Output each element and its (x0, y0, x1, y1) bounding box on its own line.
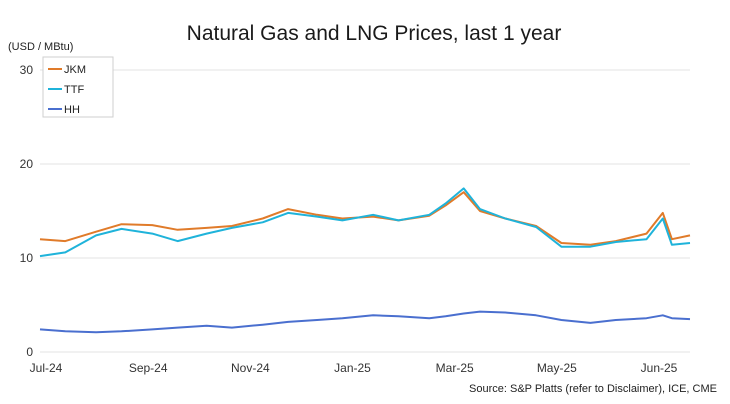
y-tick-label: 30 (20, 63, 34, 77)
y-tick-label: 20 (20, 157, 34, 171)
series-lines (39, 187, 691, 334)
series-line-ttf (39, 187, 691, 258)
y-tick-label: 10 (20, 251, 34, 265)
x-tick-label: Jun-25 (641, 361, 678, 375)
source-note: Source: S&P Platts (refer to Disclaimer)… (469, 383, 717, 395)
y-tick-label: 0 (26, 345, 33, 359)
gridlines (40, 69, 690, 353)
x-tick-label: Nov-24 (231, 361, 270, 375)
x-tick-label: Jul-24 (30, 361, 63, 375)
x-tick-label: Mar-25 (436, 361, 474, 375)
legend: JKM TTF HH (42, 56, 114, 118)
chart-title: Natural Gas and LNG Prices, last 1 year (187, 22, 562, 45)
series-line-hh (39, 310, 691, 334)
legend-label-ttf: TTF (64, 84, 84, 96)
legend-box (42, 56, 114, 118)
legend-label-hh: HH (64, 104, 80, 116)
x-tick-label: Jan-25 (334, 361, 371, 375)
x-tick-labels: Jul-24 Sep-24 Nov-24 Jan-25 Mar-25 May-25 Jun-… (30, 361, 678, 375)
x-tick-label: Sep-24 (129, 361, 168, 375)
y-tick-labels: 0 10 20 30 (20, 63, 34, 359)
y-axis-label: (USD / MBtu) (8, 41, 73, 53)
series-line-jkm (39, 191, 691, 246)
x-tick-label: May-25 (537, 361, 577, 375)
legend-label-jkm: JKM (64, 64, 86, 76)
